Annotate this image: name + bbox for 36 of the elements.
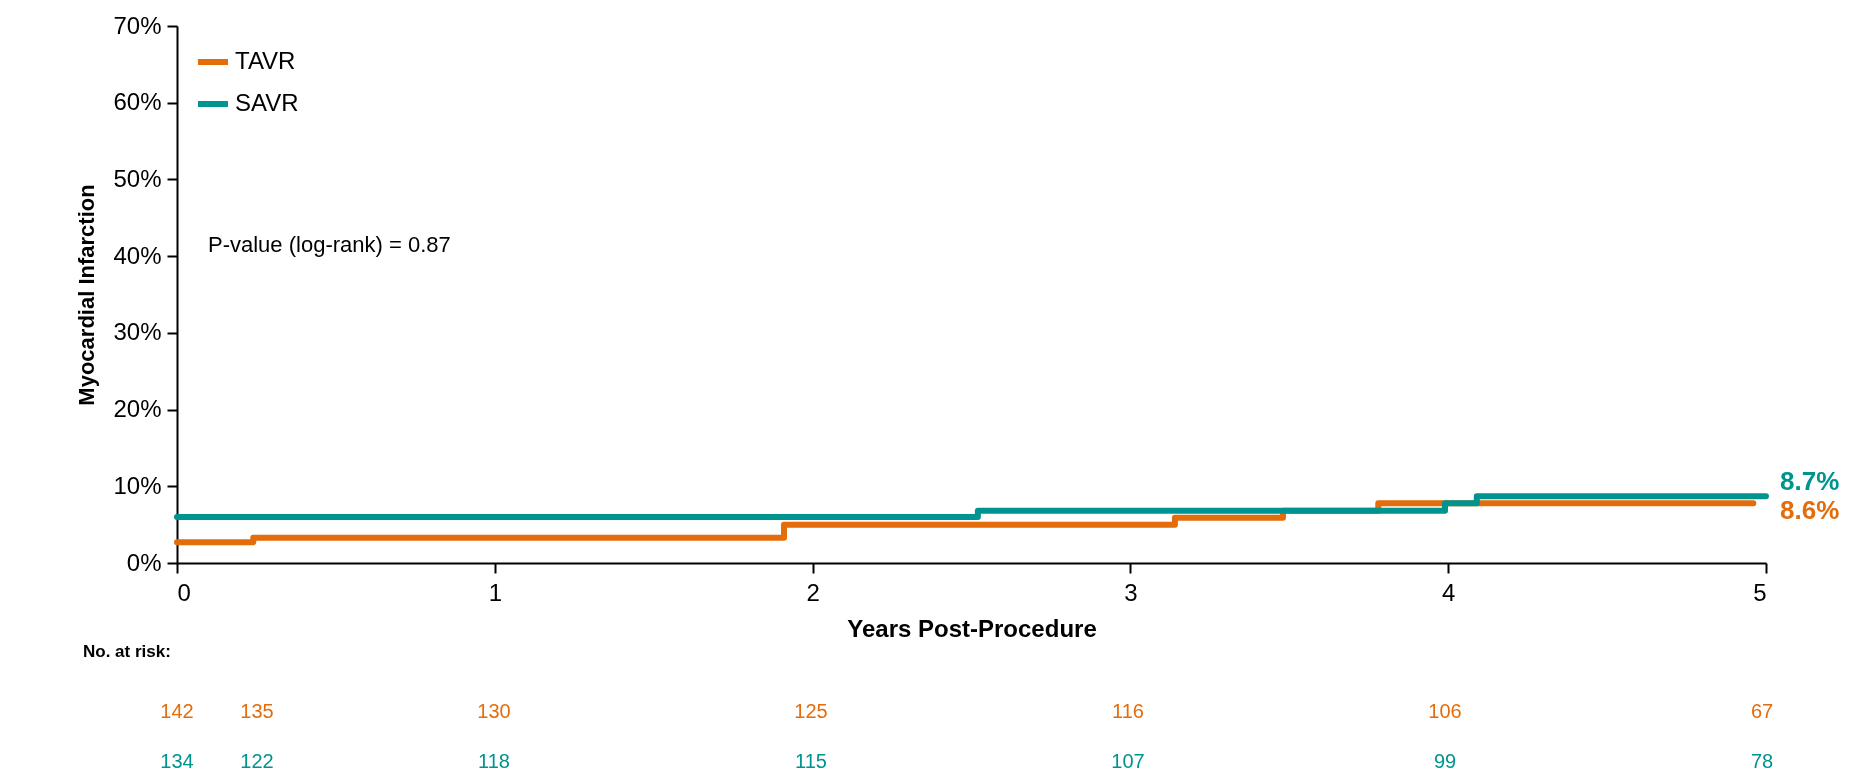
text: 125 (794, 700, 828, 722)
x-tick-label: 1 (488, 578, 502, 606)
annotation: 8.7% (1780, 466, 1840, 497)
text: 142 (160, 700, 194, 722)
annotation: P-value (log-rank) = 0.87 (208, 232, 451, 257)
text: 78 (1750, 750, 1774, 772)
text: 130 (477, 700, 511, 722)
x-axis-title: Years Post-Procedure (847, 614, 1097, 642)
text: 67 (1750, 700, 1774, 722)
text: 106 (1428, 700, 1462, 722)
y-tick-label: 50% (113, 164, 162, 192)
y-tick-label: 0% (126, 548, 162, 576)
text: 122 (240, 750, 274, 772)
text: 118 (478, 750, 510, 772)
y-tick-label: 40% (113, 241, 162, 269)
text: 107 (1111, 750, 1145, 772)
x-tick-label: 3 (1124, 578, 1138, 606)
x-tick-label: 5 (1753, 578, 1767, 606)
y-tick-label: 20% (113, 395, 162, 423)
y-tick-label: 70% (113, 11, 162, 39)
text: 99 (1433, 750, 1457, 772)
text: No. at risk: (83, 642, 171, 661)
legend-label: TAVR (235, 47, 296, 74)
text: 134 (160, 750, 194, 772)
text: 115 (795, 750, 827, 772)
text: 135 (240, 700, 274, 722)
legend-label: SAVR (235, 89, 299, 116)
x-tick-label: 2 (806, 578, 820, 606)
annotation: 8.6% (1780, 495, 1840, 526)
y-tick-label: 10% (113, 471, 162, 499)
text: 116 (1112, 700, 1144, 722)
y-tick-label: 30% (113, 318, 162, 346)
y-tick-label: 60% (113, 88, 162, 116)
y-axis-title: Myocardial Infarction (74, 184, 100, 406)
x-tick-label: 4 (1442, 578, 1456, 606)
x-tick-label: 0 (177, 578, 191, 606)
